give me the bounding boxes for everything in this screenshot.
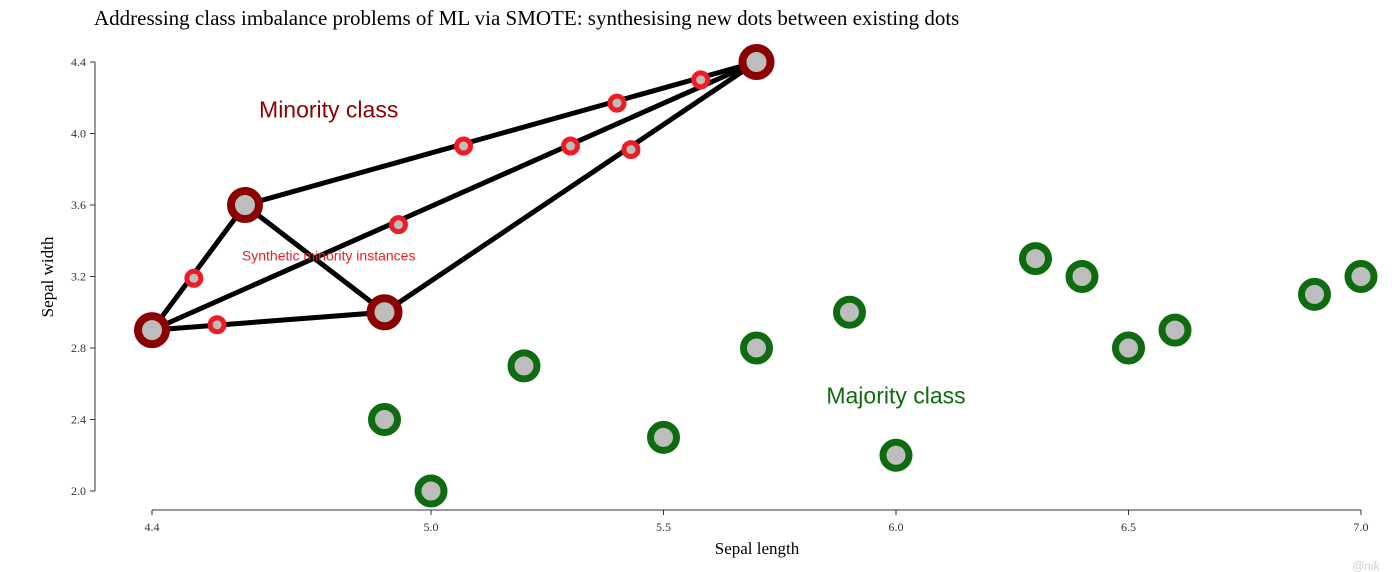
synthetic-point — [607, 93, 627, 113]
majority-point — [740, 331, 773, 365]
majority-point — [879, 438, 913, 472]
majority-point — [833, 295, 866, 329]
x-tick-label: 4.4 — [145, 520, 160, 534]
axes: 2.0 2.4 2.8 3.2 3.6 4.0 4.4 4.4 5.0 5.5 6.0 6.5 7.0 — [71, 55, 1369, 534]
y-tick-label: 2.4 — [71, 413, 86, 427]
y-tick-label: 2.0 — [71, 484, 86, 498]
y-axis-label: Sepal width — [38, 236, 57, 317]
minority-point — [134, 312, 170, 349]
data-points — [134, 44, 1378, 508]
connection-line — [382, 59, 759, 315]
synthetic-point — [207, 315, 227, 335]
synthetic-point — [454, 136, 474, 156]
minority-point — [366, 294, 403, 331]
x-tick-label: 7.0 — [1354, 520, 1369, 534]
y-tick-label: 2.8 — [71, 341, 86, 355]
connection-line — [149, 59, 759, 333]
synthetic-point — [691, 70, 711, 90]
watermark: @nik — [1352, 559, 1381, 572]
synthetic-point — [184, 268, 204, 288]
majority-point — [368, 403, 401, 436]
majority-point — [1158, 313, 1192, 347]
majority-point — [414, 474, 448, 508]
majority-point — [1344, 260, 1378, 293]
chart-title: Addressing class imbalance problems of M… — [94, 6, 959, 30]
majority-point — [1298, 277, 1331, 311]
class-label: Minority class — [259, 96, 398, 122]
majority-point — [1019, 242, 1052, 276]
synthetic-point — [388, 215, 408, 235]
synthetic-point — [561, 136, 580, 156]
y-tick-label: 4.4 — [71, 55, 86, 69]
connection-line — [242, 59, 759, 208]
class-label: Majority class — [826, 382, 965, 408]
minority-point — [227, 187, 263, 223]
majority-point — [507, 349, 541, 383]
x-tick-label: 5.5 — [656, 520, 671, 534]
x-tick-label: 5.0 — [424, 520, 439, 534]
synthetic-point — [621, 140, 641, 160]
annotations: Minority class Majority class Synthetic mi… — [242, 96, 966, 408]
x-axis-label: Sepal length — [715, 539, 800, 558]
y-tick-label: 3.6 — [71, 198, 86, 212]
minority-point — [738, 44, 775, 80]
x-tick-label: 6.5 — [1121, 520, 1136, 534]
connection-lines — [149, 59, 759, 333]
y-tick-label: 4.0 — [71, 127, 86, 141]
majority-point — [647, 420, 680, 454]
synthetic-label: Synthetic minority instances — [242, 247, 416, 263]
x-tick-label: 6.0 — [889, 520, 904, 534]
connection-line — [149, 309, 387, 333]
y-tick-label: 3.2 — [71, 270, 86, 284]
connection-line — [149, 202, 248, 333]
connection-line — [242, 202, 387, 315]
majority-point — [1112, 331, 1145, 365]
majority-point — [1065, 260, 1099, 293]
